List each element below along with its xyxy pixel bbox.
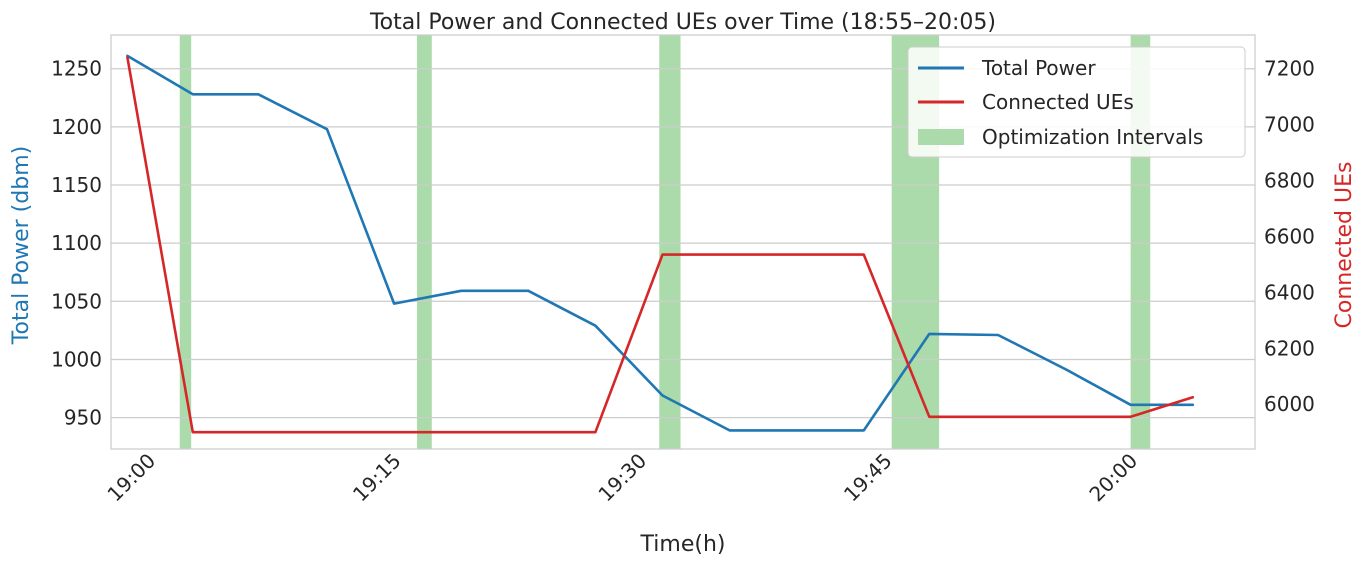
left-y-tick-label: 1250 — [51, 57, 102, 81]
x-tick-label: 19:45 — [839, 449, 897, 507]
right-y-tick-label: 6600 — [1264, 224, 1315, 248]
series-lines — [126, 54, 1195, 434]
left-y-tick-label: 1200 — [51, 115, 102, 139]
grid-lines — [111, 68, 1255, 419]
x-ticks: 19:00 19:15 19:30 19:45 20:00 — [102, 449, 1142, 507]
legend-swatch-optimization — [918, 129, 964, 145]
x-tick-label: 19:30 — [593, 449, 651, 507]
legend-label-connected-ues: Connected UEs — [982, 90, 1134, 114]
left-y-tick-label: 950 — [64, 406, 102, 430]
series-line-total-power — [126, 54, 1195, 432]
optimization-band — [659, 35, 681, 449]
left-y-tick-label: 1000 — [51, 347, 102, 371]
plot-frame — [110, 34, 1256, 450]
series-line-connected-ues — [126, 56, 1195, 434]
left-y-tick-label: 1050 — [51, 289, 102, 313]
x-axis-label: Time(h) — [640, 532, 726, 557]
optimization-band — [179, 35, 192, 449]
legend-label-optimization: Optimization Intervals — [982, 125, 1203, 149]
x-tick-label: 19:15 — [348, 449, 406, 507]
optimization-band — [417, 35, 432, 449]
x-tick-label: 20:00 — [1084, 449, 1142, 507]
right-y-tick-label: 6200 — [1264, 336, 1315, 360]
x-tick-label: 19:00 — [102, 449, 160, 507]
left-y-axis-label: Total Power (dbm) — [9, 146, 34, 345]
right-y-axis-label: Connected UEs — [1332, 162, 1357, 329]
right-y-tick-label: 6800 — [1264, 168, 1315, 192]
right-y-tick-label: 7000 — [1264, 113, 1315, 137]
left-y-tick-label: 1150 — [51, 173, 102, 197]
legend-label-total-power: Total Power — [981, 56, 1096, 80]
right-y-tick-label: 6000 — [1264, 392, 1315, 416]
legend-box — [907, 46, 1246, 158]
left-y-tick-label: 1100 — [51, 231, 102, 255]
right-y-tick-label: 6400 — [1264, 280, 1315, 304]
right-y-ticks: 6000 6200 6400 6600 6800 7000 7200 — [1264, 57, 1315, 417]
left-y-ticks: 950 1000 1050 1100 1150 1200 1250 — [51, 57, 102, 430]
legend: Total Power Connected UEs Optimization I… — [907, 46, 1246, 158]
chart-title: Total Power and Connected UEs over Time … — [369, 10, 996, 35]
right-y-tick-label: 7200 — [1264, 57, 1315, 81]
